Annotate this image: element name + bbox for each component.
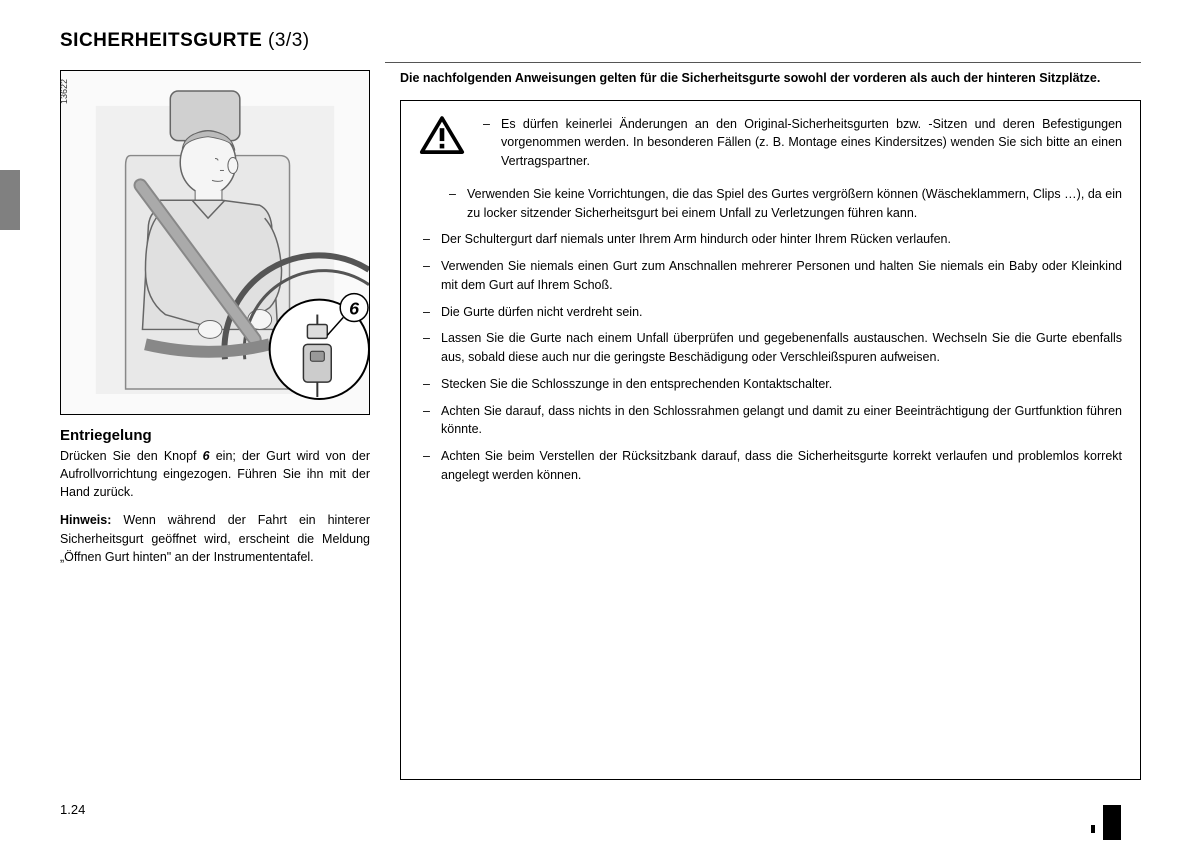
left-column: 13622	[60, 70, 370, 780]
warning-triangle-icon	[419, 115, 465, 157]
warning-first-block: Es dürfen keinerlei Änderungen an den Or…	[479, 115, 1122, 179]
figure-image-id: 13622	[59, 79, 69, 104]
warning-item: Achten Sie darauf, dass nichts in den Sc…	[419, 402, 1122, 440]
left-paragraph-1: Drücken Sie den Knopf 6 ein; der Gurt wi…	[60, 447, 370, 501]
print-mark-small	[1091, 825, 1095, 833]
warning-item: Die Gurte dürfen nicht verdreht sein.	[419, 303, 1122, 322]
warning-list: Der Schultergurt darf niemals unter Ihre…	[419, 230, 1122, 484]
warning-item: Der Schultergurt darf niemals unter Ihre…	[419, 230, 1122, 249]
right-column: Die nachfolgenden Anweisungen gelten für…	[400, 70, 1141, 780]
left-paragraph-2: Hinweis: Wenn während der Fahrt ein hint…	[60, 511, 370, 565]
warning-item: Achten Sie beim Verstellen der Rücksitzb…	[419, 447, 1122, 485]
callout-number: 6	[349, 299, 360, 319]
corner-marks	[1099, 805, 1121, 845]
main-content: 13622	[60, 70, 1141, 780]
page-container: SICHERHEITSGURTE (3/3) 13622	[0, 0, 1191, 845]
warning-item: Stecken Sie die Schlosszunge in den ents…	[419, 375, 1122, 394]
seatbelt-illustration: 6	[61, 71, 369, 414]
figure-seatbelt: 13622	[60, 70, 370, 415]
warning-box: Es dürfen keinerlei Änderungen an den Or…	[400, 100, 1141, 780]
page-number: 1.24	[60, 802, 85, 817]
left-heading: Entriegelung	[60, 427, 370, 444]
warning-header: Es dürfen keinerlei Änderungen an den Or…	[419, 115, 1122, 179]
warning-item: Lassen Sie die Gurte nach einem Unfall ü…	[419, 329, 1122, 367]
title-main: SICHERHEITSGURTE	[60, 30, 262, 51]
column-divider	[385, 62, 1141, 63]
print-mark	[1103, 805, 1121, 840]
title-part: (3/3)	[268, 30, 310, 51]
warning-item: Verwenden Sie niemals einen Gurt zum Ans…	[419, 257, 1122, 295]
intro-text: Die nachfolgenden Anweisungen gelten für…	[400, 70, 1141, 88]
warning-item: Es dürfen keinerlei Änderungen an den Or…	[479, 115, 1122, 171]
warning-item: Verwenden Sie keine Vorrichtungen, die d…	[419, 185, 1122, 223]
page-title: SICHERHEITSGURTE (3/3)	[60, 30, 1141, 52]
